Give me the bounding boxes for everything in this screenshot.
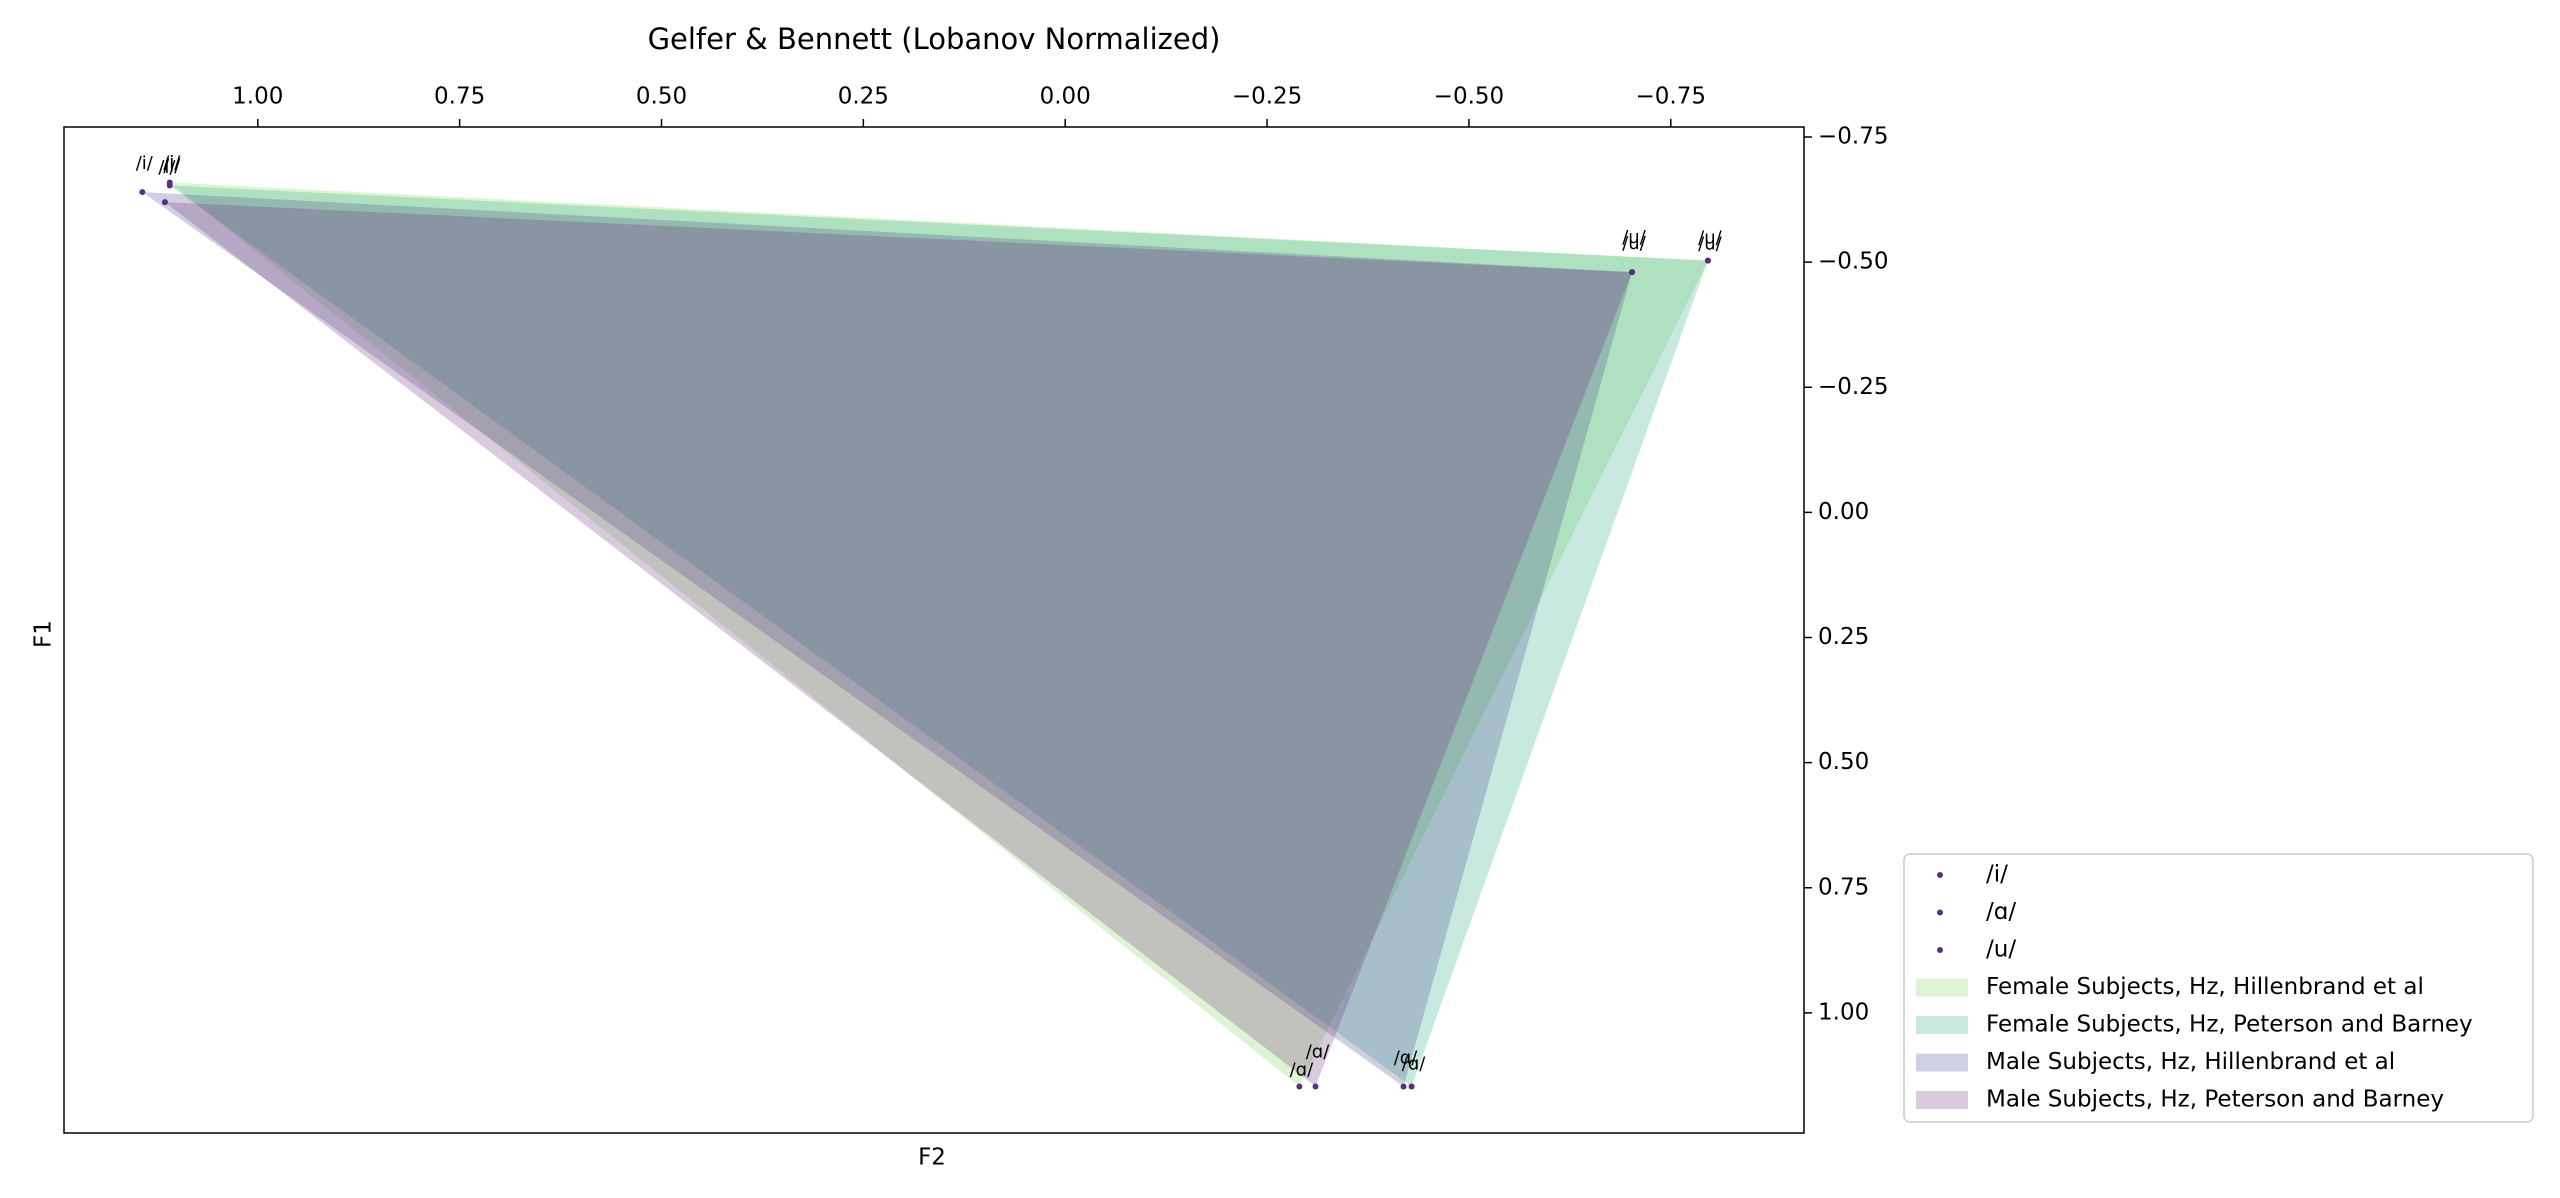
vowel-point [139, 189, 146, 196]
legend-marker [1937, 909, 1943, 916]
y-tick-label: 1.00 [1818, 999, 1869, 1025]
y-tick-label: −0.50 [1818, 249, 1888, 275]
vowel-point [1400, 1083, 1407, 1090]
legend-label: Male Subjects, Hz, Hillenbrand et al [1986, 1049, 2395, 1075]
legend-box [1903, 853, 2534, 1123]
vowel-label: /i/ [136, 153, 154, 174]
legend-label: Female Subjects, Hz, Peterson and Barney [1986, 1012, 2473, 1038]
y-tick-label: 0.75 [1818, 874, 1869, 900]
legend-swatch [1916, 1053, 1968, 1072]
vowel-area [169, 185, 1708, 1087]
y-tick-label: 0.00 [1818, 499, 1869, 525]
vowel-label: /i/ [163, 153, 181, 174]
x-tick-label: 1.00 [232, 84, 283, 110]
x-tick-label: −0.50 [1434, 84, 1504, 110]
x-tick-label: −0.75 [1636, 84, 1706, 110]
vowel-point [161, 199, 168, 206]
y-tick-label: −0.25 [1818, 374, 1888, 400]
vowel-area [142, 192, 1633, 1087]
x-tick-label: 0.00 [1040, 84, 1091, 110]
legend-swatch [1916, 1016, 1968, 1034]
vowel-label: /u/ [1622, 227, 1646, 248]
vowel-label: /i/ [158, 157, 176, 178]
vowel-label: /u/ [1698, 228, 1722, 249]
vowel-label: /ɑ/ [1402, 1053, 1426, 1074]
x-tick-label: 0.50 [636, 84, 687, 110]
y-axis-label: F1 [31, 620, 57, 648]
vowel-area [164, 202, 1633, 1087]
legend-label: /i/ [1986, 862, 2008, 888]
legend-swatch [1916, 978, 1968, 997]
plot-frame [63, 126, 1805, 1134]
vowel-point [1408, 1083, 1415, 1090]
legend-swatch [1916, 1091, 1968, 1109]
x-tick-label: 0.25 [838, 84, 889, 110]
legend-label: /u/ [1986, 937, 2016, 963]
chart-title: Gelfer & Bennett (Lobanov Normalized) [648, 22, 1221, 56]
vowel-point [166, 182, 173, 189]
vowel-label: /ɑ/ [1306, 1041, 1330, 1062]
vowel-point [1629, 269, 1636, 276]
x-axis-label: F2 [918, 1145, 946, 1171]
vowel-label: /i/ [163, 156, 181, 177]
vowel-point [1312, 1083, 1319, 1090]
vowel-label: /u/ [1622, 233, 1646, 254]
legend-label: Male Subjects, Hz, Peterson and Barney [1986, 1087, 2444, 1113]
legend-label: /ɑ/ [1986, 899, 2016, 925]
vowel-label: /ɑ/ [1290, 1059, 1314, 1080]
y-tick-label: −0.75 [1818, 124, 1888, 150]
x-tick-label: −0.25 [1232, 84, 1302, 110]
y-tick-label: 0.25 [1818, 624, 1869, 650]
vowel-point [1704, 257, 1711, 264]
legend-label: Female Subjects, Hz, Hillenbrand et al [1986, 974, 2424, 1000]
vowel-area [169, 182, 1708, 1087]
vowel-label: /ɑ/ [1394, 1047, 1418, 1068]
vowel-point [1296, 1083, 1303, 1090]
legend-marker [1937, 947, 1943, 953]
legend-marker [1937, 872, 1943, 878]
y-tick-label: 0.50 [1818, 749, 1869, 775]
x-tick-label: 0.75 [434, 84, 485, 110]
vowel-label: /u/ [1698, 234, 1722, 255]
